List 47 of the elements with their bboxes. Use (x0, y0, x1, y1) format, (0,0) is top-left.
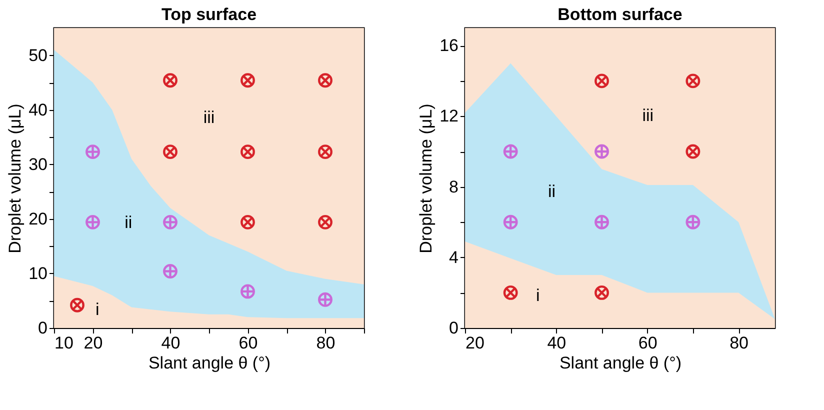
x-tick-label: 60 (638, 334, 658, 352)
point (70, 298, 84, 312)
annotation: iii (203, 108, 215, 127)
y-tick-label: 30 (28, 154, 48, 174)
y-tick-label: 12 (440, 106, 458, 126)
chart-title: Top surface (161, 5, 257, 24)
point (318, 144, 332, 160)
annotation: i (536, 286, 540, 306)
y-tick-label: 50 (28, 46, 48, 65)
y-tick-label: 10 (28, 264, 48, 283)
x-tick-label: 10 (54, 334, 74, 352)
y-axis-title: Droplet volume (μL) (6, 104, 25, 254)
y-tick-label: 40 (28, 100, 48, 120)
point (163, 214, 178, 230)
point (163, 144, 178, 160)
annotation: i (96, 300, 100, 319)
chart-title: Bottom surface (558, 5, 682, 24)
y-tick-label: 20 (28, 209, 48, 228)
y-tick-label: 8 (449, 177, 458, 196)
annotation: ii (548, 182, 556, 202)
x-axis-title: Slant angle θ (°) (559, 354, 682, 372)
y-axis-title: Droplet volume (μL) (416, 104, 436, 254)
y-tick-label: 16 (440, 36, 458, 56)
x-tick-label: 60 (238, 334, 258, 352)
y-tick-label: 4 (449, 248, 458, 267)
x-tick-label: 20 (84, 334, 103, 352)
point (86, 214, 100, 230)
x-tick-label: 40 (547, 334, 566, 352)
x-tick-label: 80 (730, 334, 748, 352)
x-tick-label: 40 (161, 334, 180, 352)
annotation: iii (642, 106, 654, 126)
x-axis-title: Slant angle θ (°) (148, 354, 271, 372)
point (86, 144, 100, 160)
point (240, 214, 255, 230)
point (163, 264, 178, 278)
x-tick-label: 20 (466, 334, 484, 352)
point (318, 214, 332, 230)
y-tick-label: 0 (449, 318, 458, 338)
point (240, 284, 255, 299)
x-tick-label: 80 (316, 334, 336, 352)
y-tick-label: 0 (38, 318, 48, 338)
point (318, 292, 332, 307)
point (318, 73, 332, 88)
point (163, 73, 178, 88)
point (240, 73, 255, 88)
point (240, 144, 255, 160)
annotation: ii (124, 213, 132, 232)
